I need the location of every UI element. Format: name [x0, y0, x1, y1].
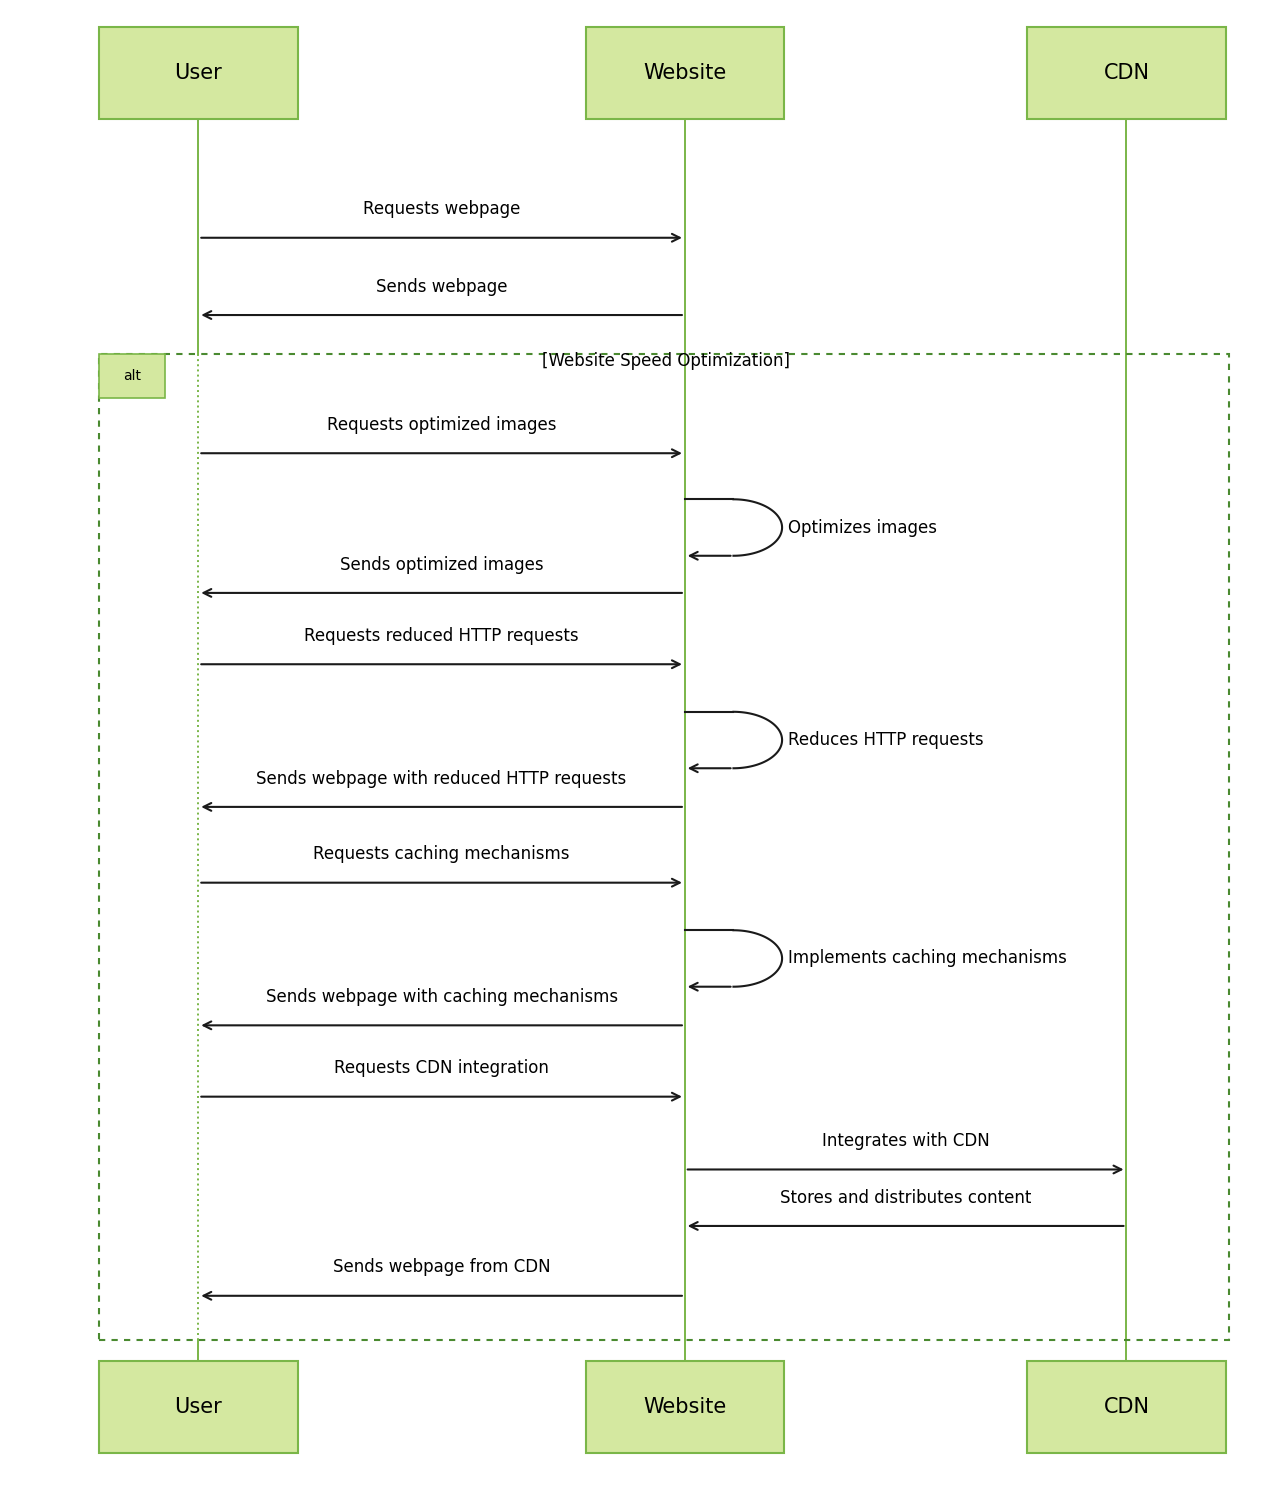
- FancyBboxPatch shape: [586, 27, 783, 119]
- Text: Implements caching mechanisms: Implements caching mechanisms: [788, 950, 1068, 967]
- Text: Requests webpage: Requests webpage: [364, 201, 520, 218]
- FancyBboxPatch shape: [586, 1361, 783, 1453]
- Text: Sends webpage with reduced HTTP requests: Sends webpage with reduced HTTP requests: [256, 770, 627, 788]
- Text: Reduces HTTP requests: Reduces HTTP requests: [788, 731, 984, 749]
- Text: Integrates with CDN: Integrates with CDN: [822, 1132, 989, 1150]
- Text: Sends webpage from CDN: Sends webpage from CDN: [333, 1259, 550, 1276]
- Text: Sends optimized images: Sends optimized images: [339, 556, 544, 574]
- Text: Website: Website: [643, 1397, 727, 1418]
- Text: Requests CDN integration: Requests CDN integration: [334, 1060, 549, 1077]
- Text: Website: Website: [643, 62, 727, 83]
- Text: Sends webpage with caching mechanisms: Sends webpage with caching mechanisms: [265, 988, 618, 1006]
- Text: Stores and distributes content: Stores and distributes content: [780, 1189, 1032, 1207]
- FancyBboxPatch shape: [100, 27, 297, 119]
- Text: CDN: CDN: [1103, 62, 1149, 83]
- Text: Requests optimized images: Requests optimized images: [326, 416, 557, 434]
- Text: User: User: [174, 1397, 223, 1418]
- FancyBboxPatch shape: [1028, 1361, 1226, 1453]
- Text: alt: alt: [123, 369, 141, 383]
- Text: Requests reduced HTTP requests: Requests reduced HTTP requests: [305, 627, 579, 645]
- Text: User: User: [174, 62, 223, 83]
- Text: [Website Speed Optimization]: [Website Speed Optimization]: [541, 352, 790, 370]
- Text: Sends webpage: Sends webpage: [376, 278, 507, 296]
- FancyBboxPatch shape: [100, 1361, 297, 1453]
- Text: CDN: CDN: [1103, 1397, 1149, 1418]
- FancyBboxPatch shape: [99, 354, 165, 398]
- FancyBboxPatch shape: [1028, 27, 1226, 119]
- Text: Optimizes images: Optimizes images: [788, 519, 937, 536]
- Text: Requests caching mechanisms: Requests caching mechanisms: [314, 846, 570, 863]
- Bar: [99, 354, 1229, 1340]
